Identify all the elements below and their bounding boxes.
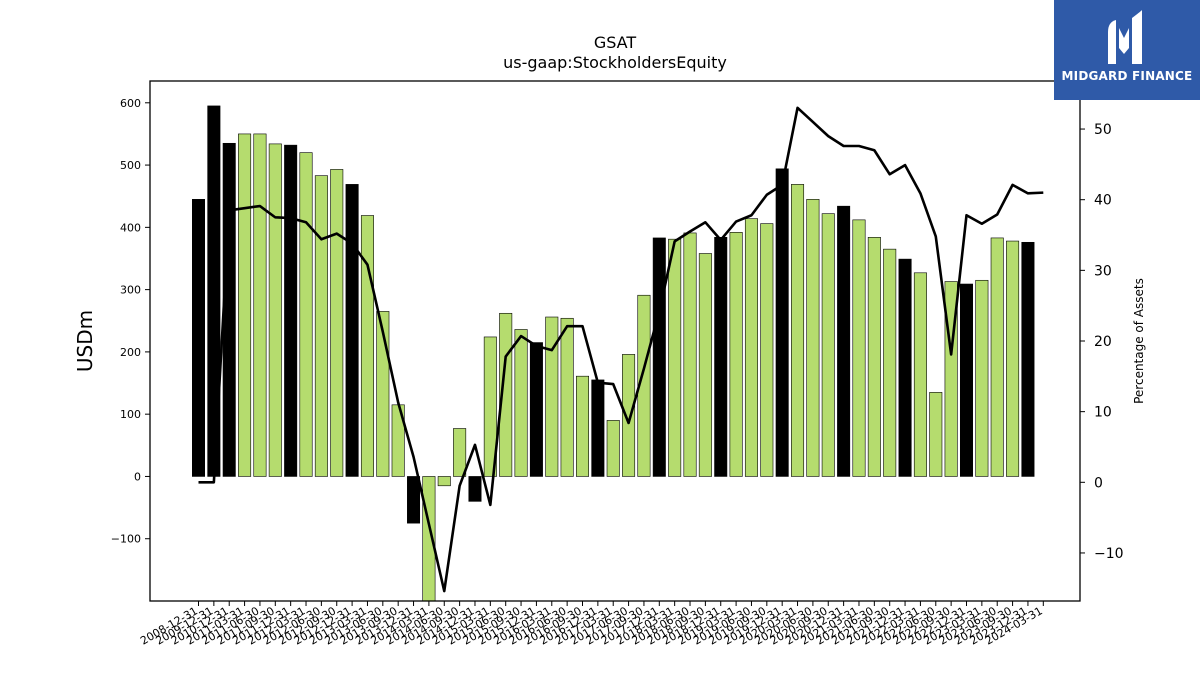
bar xyxy=(284,144,298,477)
y2-tick-label: 30 xyxy=(1094,263,1112,279)
bar xyxy=(253,133,267,477)
bar xyxy=(360,215,374,477)
bar xyxy=(852,219,866,477)
bar xyxy=(806,199,820,477)
bar xyxy=(622,354,636,477)
bar xyxy=(560,317,574,477)
y-tick-label: 0 xyxy=(134,470,141,483)
bar xyxy=(760,223,774,477)
percentage-line xyxy=(198,106,1044,593)
y-tick-label: 500 xyxy=(120,159,141,172)
y-tick-label: 300 xyxy=(120,284,141,297)
brand-logo: MIDGARD FINANCE xyxy=(1054,0,1200,100)
bar xyxy=(376,311,390,477)
bar xyxy=(775,168,789,477)
bar xyxy=(345,184,359,477)
logo-text: MIDGARD FINANCE xyxy=(1061,69,1193,83)
bar xyxy=(468,476,482,502)
bar xyxy=(330,169,344,477)
line-series xyxy=(198,106,1044,593)
bar xyxy=(791,184,805,477)
y-axis-label: USDm xyxy=(73,310,97,372)
bar xyxy=(883,248,897,477)
bar xyxy=(268,143,282,477)
y2-tick-label: 10 xyxy=(1094,405,1112,421)
bar xyxy=(591,379,605,477)
bar xyxy=(483,336,497,477)
bar xyxy=(1006,240,1020,477)
bar xyxy=(529,342,543,477)
y-tick-label: 100 xyxy=(120,408,141,421)
y-tick-label: 200 xyxy=(120,346,141,359)
bar xyxy=(959,283,973,477)
y-tick-label: 400 xyxy=(120,221,141,234)
bar xyxy=(821,213,835,477)
bar xyxy=(192,199,206,477)
chart-title: GSAT xyxy=(594,33,637,52)
bar xyxy=(437,476,451,487)
bar xyxy=(606,420,620,477)
y2-axis-label: Percentage of Assets xyxy=(1132,278,1146,404)
axes: −1000100200300400500600−1001020304050200… xyxy=(111,80,1124,648)
bar xyxy=(714,237,728,477)
bar xyxy=(929,392,943,477)
y-tick-label: 600 xyxy=(120,97,141,110)
bar xyxy=(744,218,758,477)
bar xyxy=(990,237,1004,477)
bar xyxy=(729,232,743,477)
bar xyxy=(299,152,313,477)
y-tick-label: −100 xyxy=(111,533,141,546)
bar xyxy=(698,253,712,477)
y2-tick-label: 0 xyxy=(1094,475,1103,491)
bar xyxy=(975,279,989,477)
midgard-logo-icon xyxy=(1108,10,1142,64)
bar xyxy=(652,237,666,477)
bar xyxy=(514,329,528,477)
y2-tick-label: 40 xyxy=(1094,193,1112,209)
bar xyxy=(314,175,328,477)
bar xyxy=(913,272,927,477)
bar xyxy=(837,205,851,477)
bar xyxy=(1021,241,1035,477)
bar xyxy=(575,375,589,477)
bar xyxy=(453,428,467,477)
y2-tick-label: −10 xyxy=(1094,546,1124,562)
bar xyxy=(683,232,697,477)
y2-tick-label: 50 xyxy=(1094,122,1112,138)
bar xyxy=(668,238,682,477)
bar xyxy=(867,237,881,477)
bar-series xyxy=(192,105,1035,602)
y2-tick-label: 20 xyxy=(1094,334,1112,350)
bar xyxy=(407,476,421,524)
bar xyxy=(545,316,559,477)
chart-subtitle: us-gaap:StockholdersEquity xyxy=(503,53,727,72)
bar xyxy=(238,133,252,477)
bar xyxy=(898,258,912,477)
